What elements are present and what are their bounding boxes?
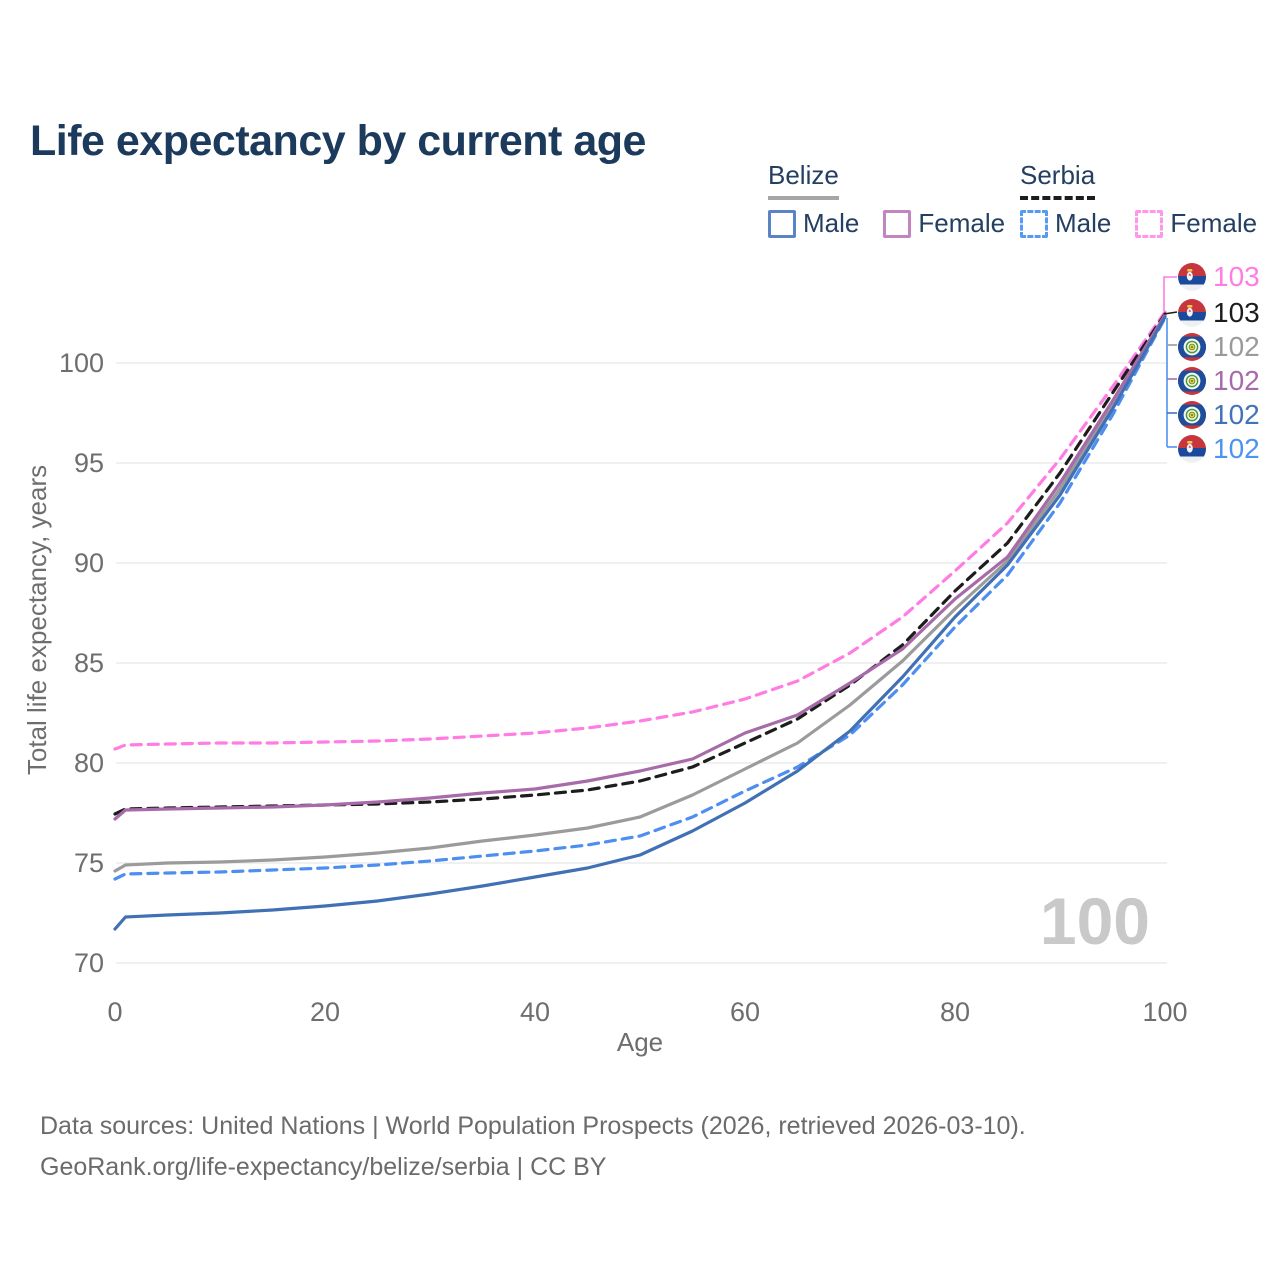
end-label-connector bbox=[1163, 311, 1178, 315]
attribution-line: GeoRank.org/life-expectancy/belize/serbi… bbox=[40, 1153, 607, 1181]
serbia-flag-icon bbox=[1178, 263, 1206, 291]
legend-group-title-serbia: Serbia bbox=[1020, 160, 1096, 200]
y-tick-label: 90 bbox=[74, 548, 104, 578]
end-label-row: 102 bbox=[1178, 433, 1260, 465]
end-label-value: 103 bbox=[1213, 261, 1260, 292]
legend-group-serbia: Serbia Male Female bbox=[1020, 160, 1257, 239]
y-tick-label: 100 bbox=[59, 348, 104, 378]
checkbox-icon[interactable] bbox=[1020, 209, 1048, 238]
series-line-belize-female bbox=[113, 313, 1167, 821]
x-tick-label: 40 bbox=[520, 997, 550, 1027]
belize-flag-icon bbox=[1178, 333, 1206, 361]
data-source-line: Data sources: United Nations | World Pop… bbox=[40, 1112, 1026, 1140]
x-tick-label: 60 bbox=[730, 997, 760, 1027]
series-line-serbia-total bbox=[113, 312, 1167, 816]
belize-flag-icon bbox=[1178, 367, 1206, 395]
end-label-row: 103 bbox=[1178, 297, 1260, 329]
legend-item-label: Male bbox=[803, 208, 860, 238]
end-label-value: 102 bbox=[1213, 331, 1260, 362]
end-label-value: 102 bbox=[1213, 365, 1260, 396]
x-axis-title: Age bbox=[617, 1027, 663, 1057]
series-line-serbia-male bbox=[113, 316, 1167, 881]
end-label-row: 103 bbox=[1178, 261, 1260, 293]
y-tick-label: 70 bbox=[74, 948, 104, 978]
y-axis-title: Total life expectancy, years bbox=[22, 465, 52, 775]
series-line-belize-male bbox=[113, 315, 1167, 931]
end-label-connector bbox=[1163, 276, 1177, 311]
serbia-flag-icon bbox=[1178, 299, 1206, 327]
x-tick-label: 20 bbox=[310, 997, 340, 1027]
end-label-row: 102 bbox=[1178, 399, 1260, 431]
y-tick-label: 75 bbox=[74, 848, 104, 878]
checkbox-icon[interactable] bbox=[1135, 209, 1164, 238]
x-tick-label: 80 bbox=[940, 997, 970, 1027]
legend-item-label: Female bbox=[918, 208, 1006, 238]
legend-group-belize: Belize Male Female bbox=[768, 160, 1005, 239]
serbia-flag-icon bbox=[1178, 435, 1206, 463]
end-label-row: 102 bbox=[1178, 365, 1260, 397]
age-watermark: 100 bbox=[1040, 884, 1150, 958]
series-line-serbia-female bbox=[113, 310, 1167, 751]
end-label-value: 102 bbox=[1213, 433, 1260, 464]
series-line-belize-total bbox=[113, 314, 1167, 873]
legend-item-belize-female[interactable]: Female bbox=[883, 208, 1005, 239]
page-title: Life expectancy by current age bbox=[30, 116, 646, 165]
legend-item-belize-male[interactable]: Male bbox=[768, 208, 859, 239]
end-label-row: 102 bbox=[1178, 331, 1260, 363]
x-tick-label: 100 bbox=[1142, 997, 1187, 1027]
end-label-value: 103 bbox=[1213, 297, 1260, 328]
footer: Data sources: United Nations | World Pop… bbox=[40, 1106, 1026, 1188]
legend-item-serbia-female[interactable]: Female bbox=[1135, 208, 1257, 239]
end-label-value: 102 bbox=[1213, 399, 1260, 430]
y-tick-label: 80 bbox=[74, 748, 104, 778]
legend-item-serbia-male[interactable]: Male bbox=[1020, 208, 1111, 239]
legend-group-title-belize: Belize bbox=[768, 160, 839, 200]
y-tick-label: 85 bbox=[74, 648, 104, 678]
x-tick-label: 0 bbox=[107, 997, 122, 1027]
checkbox-icon[interactable] bbox=[883, 209, 912, 238]
belize-flag-icon bbox=[1178, 401, 1206, 429]
y-tick-label: 95 bbox=[74, 448, 104, 478]
legend-item-label: Female bbox=[1170, 208, 1258, 238]
legend-item-label: Male bbox=[1055, 208, 1112, 238]
checkbox-icon[interactable] bbox=[768, 209, 796, 238]
